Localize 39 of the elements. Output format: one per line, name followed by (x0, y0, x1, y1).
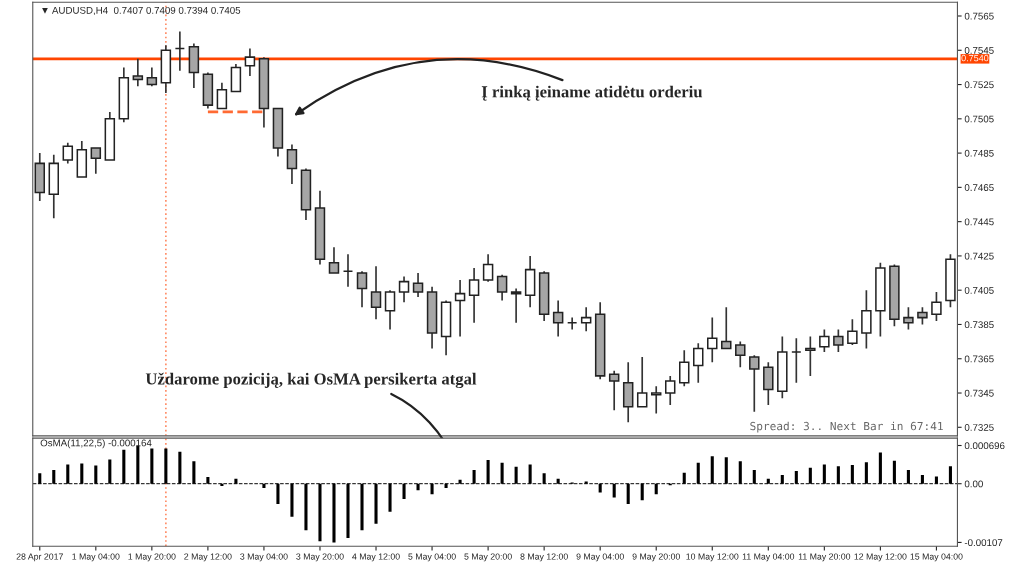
y-tick-label: 0.7425 (964, 252, 994, 260)
y-tick-label: 0.7565 (964, 12, 994, 20)
chart-title: ▼ AUDUSD,H4 0.7407 0.7409 0.7394 0.7405 (42, 6, 241, 15)
x-tick-label: 10 May 12:00 (686, 553, 739, 562)
y-tick-label: 0.7365 (964, 355, 994, 363)
x-tick-label: 5 May 04:00 (408, 553, 456, 562)
x-tick-label: 28 Apr 2017 (16, 553, 63, 562)
x-tick-label: 9 May 20:00 (632, 553, 680, 562)
x-tick-label: 2 May 12:00 (184, 553, 232, 562)
annotation: Spread: 3.. Next Bar in 67:41 (750, 421, 943, 433)
y-tick-label: 0.7545 (964, 47, 994, 54)
x-tick-label: 9 May 04:00 (576, 553, 624, 562)
x-tick-label: 8 May 12:00 (520, 553, 568, 562)
y-tick-label: 0.7505 (964, 115, 994, 123)
ref-line-label: 0.7540 (961, 54, 989, 62)
y-tick-label: 0.7385 (964, 321, 994, 329)
x-tick-label: 3 May 20:00 (296, 553, 344, 562)
y-tick-label: 0.7325 (964, 424, 994, 431)
y-tick-label: 0.7525 (964, 81, 994, 89)
x-tick-label: 11 May 04:00 (742, 553, 795, 562)
y-tick-label: 0.00 (964, 480, 983, 488)
annotation: Į rinką įeiname atidėtu orderiu (481, 85, 703, 101)
y-tick-label: 0.7345 (964, 389, 994, 397)
x-tick-label: 4 May 12:00 (352, 553, 400, 562)
x-tick-label: 12 May 12:00 (854, 553, 907, 562)
x-tick-label: 11 May 20:00 (798, 553, 851, 562)
y-tick-label: -0.00107 (964, 539, 1003, 547)
y-tick-label: 0.7485 (964, 149, 994, 157)
y-tick-label: 0.7405 (964, 286, 994, 294)
annotation: Uždarome poziciją, kai OsMA persikerta atgal (145, 372, 477, 389)
x-tick-label: 3 May 04:00 (240, 553, 288, 562)
x-tick-label: 5 May 20:00 (464, 553, 512, 562)
y-tick-label: 0.7465 (964, 184, 994, 191)
y-tick-label: 0.000696 (964, 442, 1005, 450)
x-tick-label: 15 May 04:00 (910, 553, 963, 562)
y-tick-label: 0.7445 (964, 218, 994, 226)
x-tick-label: 1 May 04:00 (72, 553, 120, 562)
x-tick-label: 1 May 20:00 (128, 553, 176, 562)
chart-title: OsMA(11,22,5) -0.000164 (40, 439, 152, 449)
